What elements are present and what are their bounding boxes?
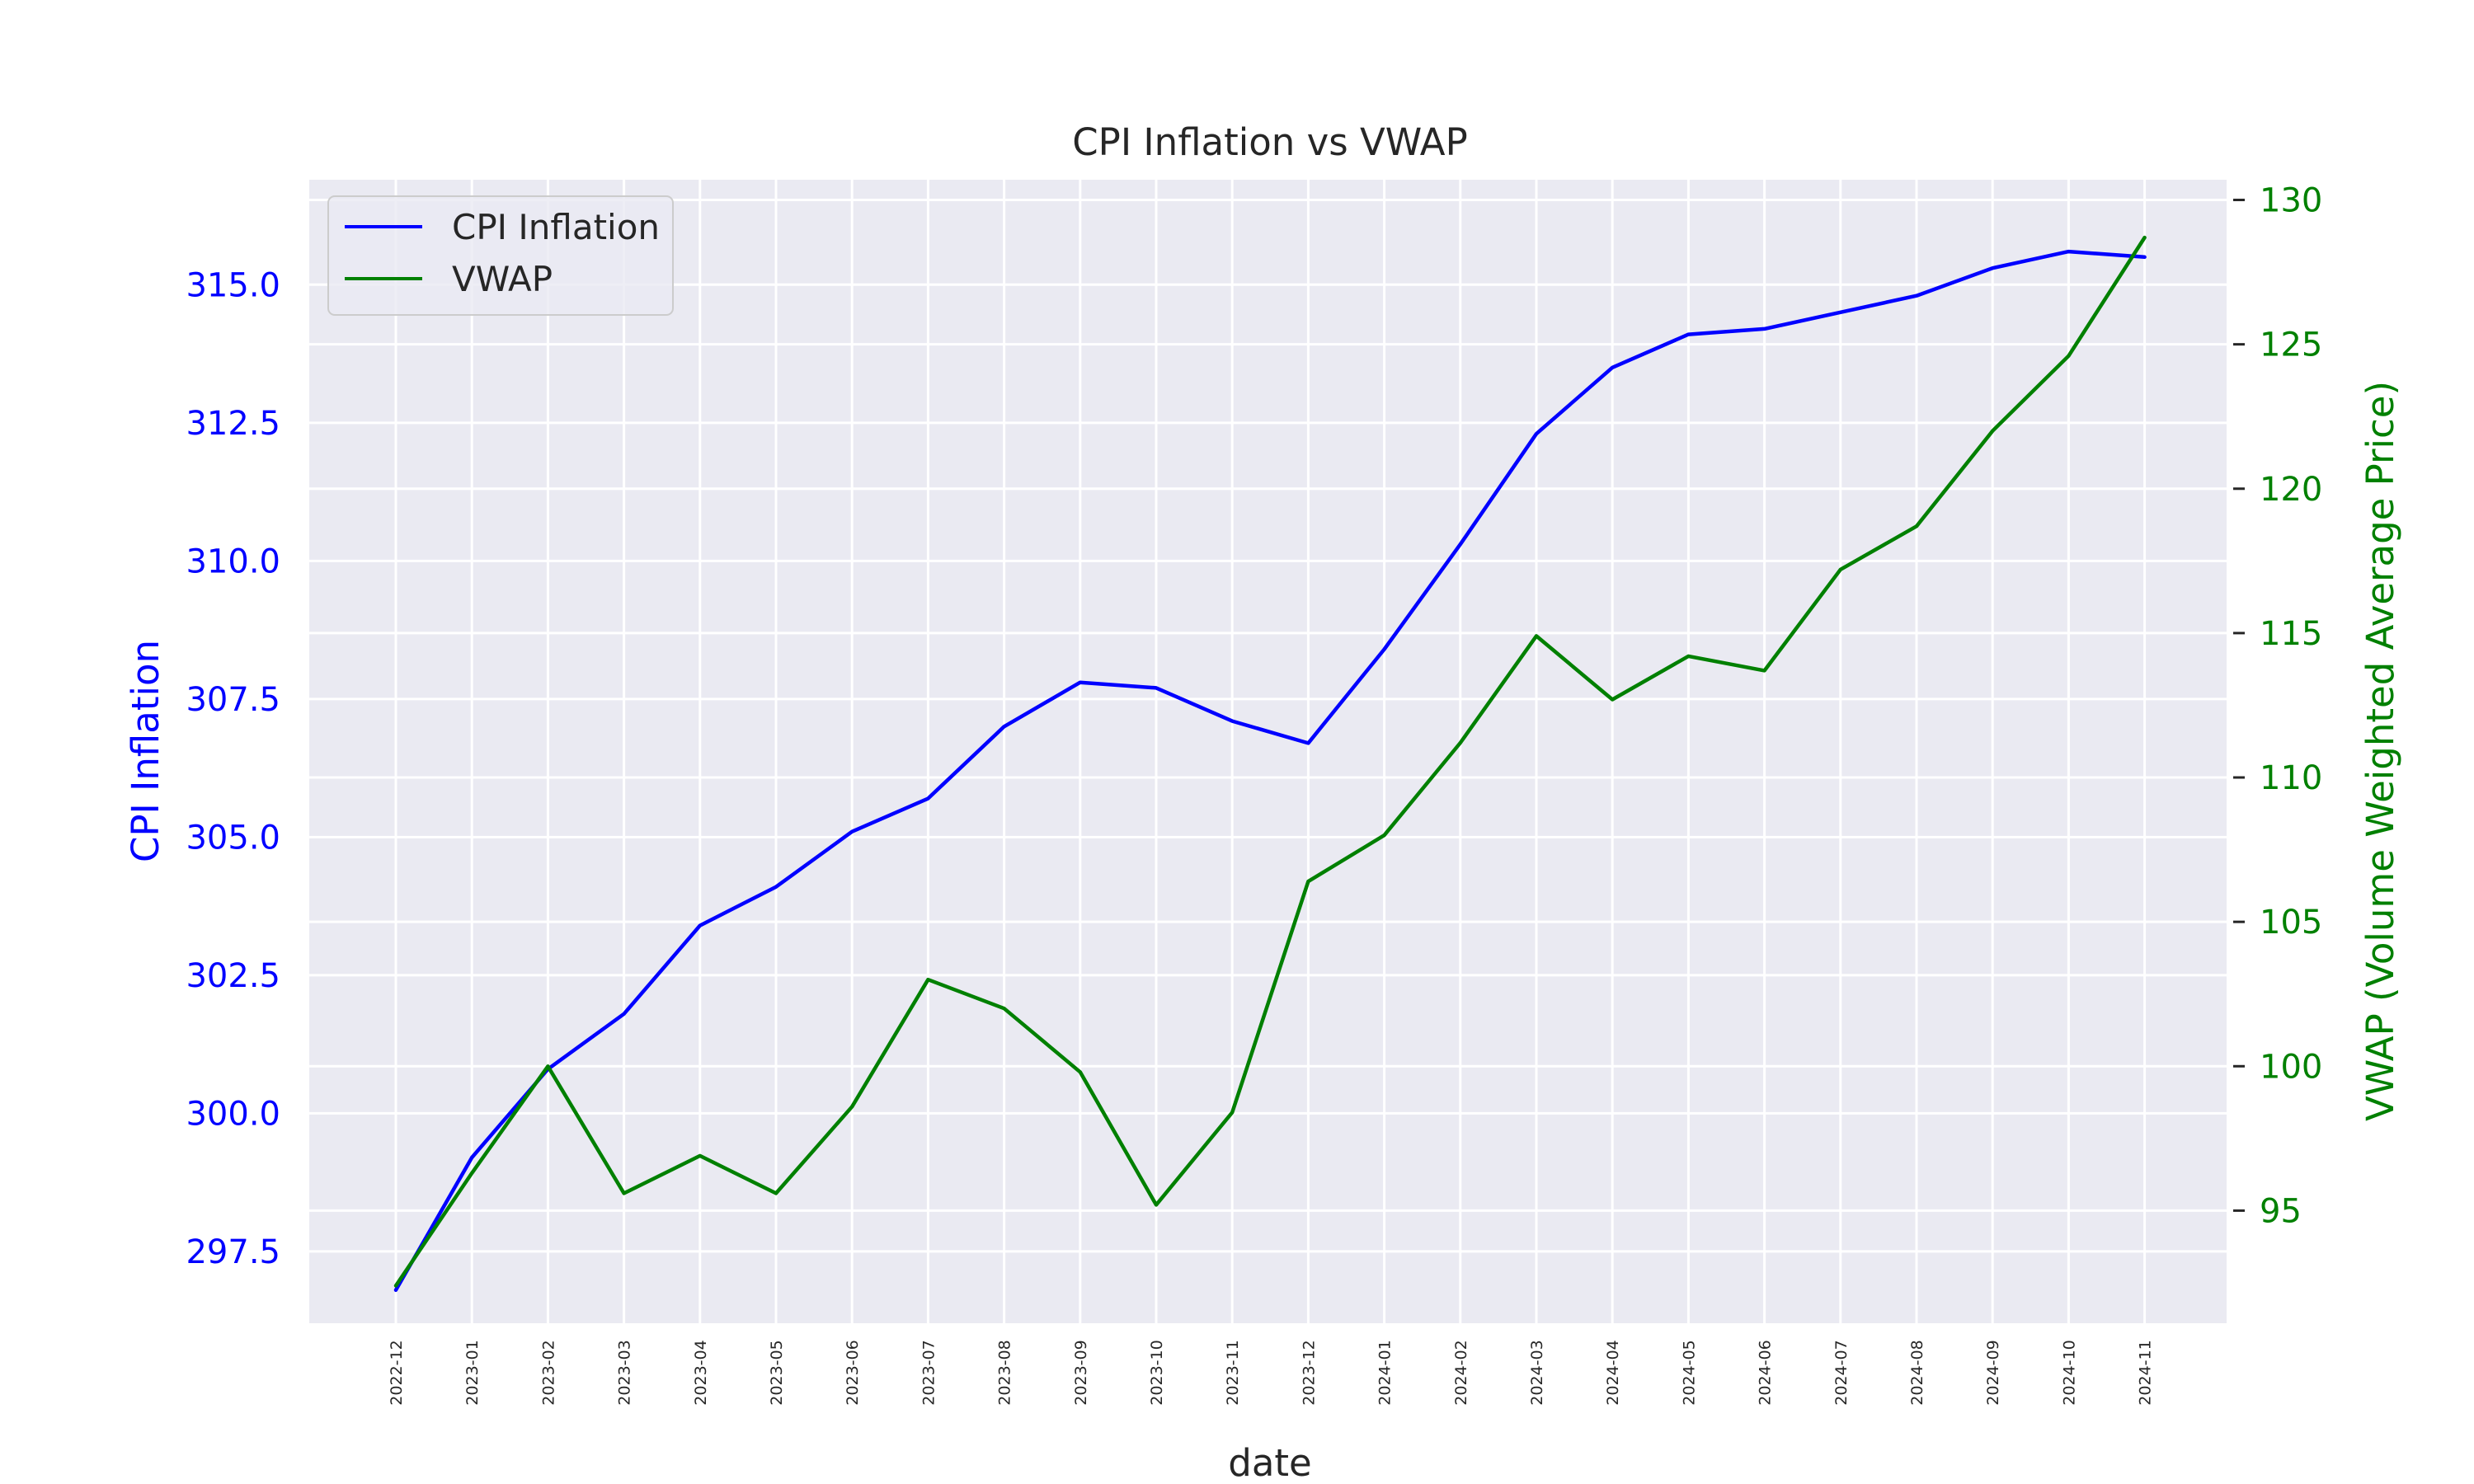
right-tick-label: 95	[2260, 1192, 2302, 1230]
right-tick-label: 130	[2260, 182, 2322, 220]
x-tick-label: 2024-07	[1832, 1340, 1851, 1405]
left-tick-label: 307.5	[186, 681, 280, 719]
right-tick-label: 105	[2260, 904, 2322, 942]
left-tick-label: 310.0	[186, 542, 280, 580]
x-tick-label: 2024-05	[1680, 1340, 1698, 1405]
x-tick-label: 2023-02	[539, 1340, 557, 1405]
x-tick-label: 2023-06	[844, 1340, 862, 1405]
right-axis-label: VWAP (Volume Weighted Average Price)	[2359, 381, 2402, 1121]
x-tick-label: 2024-01	[1376, 1340, 1395, 1405]
x-tick-label: 2024-10	[2060, 1340, 2078, 1405]
series-layer	[393, 235, 2147, 1293]
plot-area	[309, 180, 2227, 1323]
x-axis-label: date	[1228, 1441, 1311, 1484]
left-tick-label: 315.0	[186, 266, 280, 304]
x-tick-label: 2023-12	[1300, 1340, 1318, 1405]
vwap-line	[393, 235, 2147, 1288]
x-tick-label: 2023-09	[1072, 1340, 1090, 1405]
x-tick-label: 2024-02	[1452, 1340, 1470, 1405]
left-tick-label: 297.5	[186, 1233, 280, 1271]
right-tick-label: 100	[2260, 1048, 2322, 1086]
right-tick-label: 110	[2260, 759, 2322, 797]
x-tick-label: 2024-08	[1908, 1340, 1926, 1405]
right-tick-label: 120	[2260, 471, 2322, 509]
x-tick-label: 2023-04	[692, 1340, 710, 1405]
legend-label-cpi: CPI Inflation	[452, 207, 660, 247]
left-tick-label: 312.5	[186, 405, 280, 443]
cpi-inflation-line	[393, 249, 2147, 1293]
x-tick-label: 2023-11	[1224, 1340, 1242, 1405]
legend: CPI Inflation VWAP	[327, 195, 674, 316]
left-tick-label: 302.5	[186, 957, 280, 995]
left-tick-label: 300.0	[186, 1095, 280, 1133]
right-tick-label: 115	[2260, 615, 2322, 653]
x-tick-label: 2023-01	[463, 1340, 482, 1405]
x-axis: 2022-12 2023-01 2023-02 2023-03 2023-04 2023-…	[388, 1340, 2155, 1405]
x-tick-label: 2024-03	[1528, 1340, 1546, 1405]
left-tick-label: 305.0	[186, 819, 280, 857]
x-tick-label: 2023-10	[1148, 1340, 1166, 1405]
x-tick-label: 2024-06	[1757, 1340, 1775, 1405]
x-tick-label: 2024-04	[1604, 1340, 1622, 1405]
x-tick-label: 2023-07	[920, 1340, 938, 1405]
left-axis: 297.5 300.0 302.5 305.0 307.5 310.0 312.5 315.0	[186, 266, 280, 1271]
x-tick-label: 2024-11	[2137, 1340, 2155, 1405]
right-axis: 95 100 105 110 115 120 125 130	[2233, 182, 2322, 1230]
x-tick-label: 2023-03	[616, 1340, 634, 1405]
x-tick-label: 2022-12	[388, 1340, 406, 1405]
grid-lines	[309, 180, 2227, 1323]
left-axis-label: CPI Inflation	[124, 640, 167, 862]
x-tick-label: 2023-05	[768, 1340, 786, 1405]
right-tick-label: 125	[2260, 326, 2322, 364]
x-tick-label: 2023-08	[996, 1340, 1014, 1405]
chart-title: CPI Inflation vs VWAP	[1072, 120, 1467, 164]
legend-label-vwap: VWAP	[452, 259, 553, 299]
x-tick-label: 2024-09	[1984, 1340, 2002, 1405]
